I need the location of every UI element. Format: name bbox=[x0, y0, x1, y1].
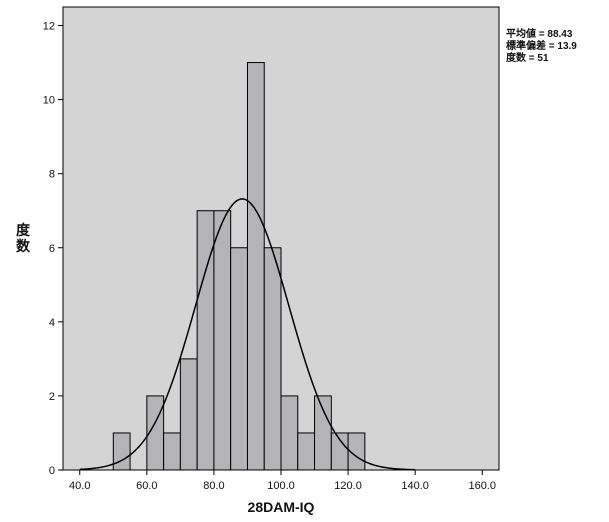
n-stat: 度数 = 51 bbox=[506, 53, 549, 64]
y-tick-label: 8 bbox=[49, 169, 55, 181]
x-tick-label: 160.0 bbox=[468, 480, 496, 492]
x-tick-label: 60.0 bbox=[136, 480, 157, 492]
histogram-bar bbox=[112, 432, 131, 471]
y-tick-label: 0 bbox=[49, 465, 55, 477]
y-axis-label: 度数 bbox=[8, 222, 38, 254]
histogram-bar bbox=[314, 395, 332, 471]
y-tick-label: 6 bbox=[49, 243, 55, 255]
x-tick-label: 80.0 bbox=[203, 480, 224, 492]
y-axis-label-text: 度数 bbox=[16, 222, 30, 254]
histogram-bar bbox=[196, 210, 215, 471]
y-tick-label: 12 bbox=[43, 21, 55, 33]
histogram-bar bbox=[297, 432, 316, 471]
normal-distribution-curve bbox=[79, 198, 416, 471]
histogram-bar bbox=[280, 395, 299, 471]
y-tick-label: 10 bbox=[43, 95, 55, 107]
x-tick-label: 140.0 bbox=[401, 480, 429, 492]
histogram-bar bbox=[263, 247, 282, 471]
x-tick-label: 100.0 bbox=[267, 480, 295, 492]
mean-stat: 平均値 = 88.43 bbox=[506, 29, 573, 40]
sd-stat: 標準偏差 = 13.9 bbox=[506, 41, 577, 52]
histogram-bar bbox=[179, 358, 198, 471]
y-tick-label: 2 bbox=[49, 391, 55, 403]
histogram-bar bbox=[213, 210, 232, 471]
x-tick-label: 40.0 bbox=[69, 480, 90, 492]
histogram-bar bbox=[347, 432, 366, 471]
stats-legend: 平均値 = 88.43 標準偏差 = 13.9 度数 = 51 bbox=[506, 29, 577, 65]
x-tick-label: 120.0 bbox=[334, 480, 362, 492]
histogram-bar bbox=[163, 432, 181, 471]
x-axis-label: 28DAM-IQ bbox=[248, 499, 315, 515]
histogram-bar bbox=[246, 62, 265, 471]
y-tick-label: 4 bbox=[49, 317, 55, 329]
histogram-bar bbox=[230, 247, 248, 471]
